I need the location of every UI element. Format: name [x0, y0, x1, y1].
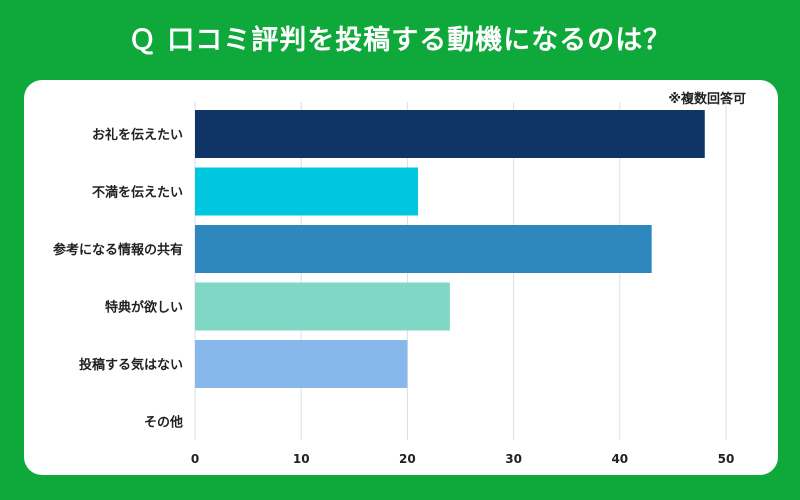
chart-card: ※複数回答可 0 10 20 30 40 50 お礼を伝えたい 不満を伝えたい参考になる情報の… [24, 80, 778, 475]
x-tick-label: 40 [611, 452, 628, 466]
x-tick-label: 50 [718, 452, 735, 466]
bar [195, 110, 705, 158]
category-label: その他 [144, 415, 183, 431]
category-label: 不満を伝えたい [92, 185, 183, 201]
x-tick-label: 20 [399, 452, 416, 466]
category-label: 投稿する気はない [79, 357, 183, 373]
chart-title: Ｑ 口コミ評判を投稿する動機になるのは？ [128, 25, 672, 56]
bar [195, 167, 419, 216]
category-label: お礼を伝えたい [92, 127, 183, 143]
bar [195, 282, 450, 331]
bar [195, 340, 408, 388]
bar [195, 225, 652, 273]
multiple-answer-note: ※複数回答可 [668, 92, 746, 107]
x-tick-label: 10 [293, 452, 310, 466]
category-label: 参考になる情報の共有 [53, 242, 183, 258]
x-tick-label: 0 [191, 452, 199, 466]
bar-chart: 0 10 20 30 40 50 お礼を伝えたい不満を伝えたい参考になる情報の共有特典が欲し… [53, 102, 735, 466]
category-label: 特典が欲しい [105, 300, 183, 316]
x-tick-label: 30 [505, 452, 522, 466]
